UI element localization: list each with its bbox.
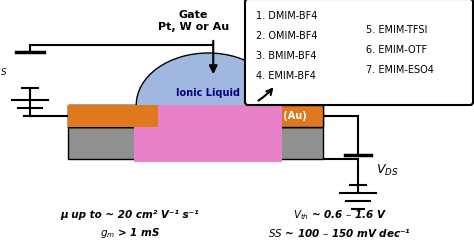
Text: P3HT: P3HT (218, 111, 250, 121)
Text: 6. EMIM-OTF: 6. EMIM-OTF (366, 45, 427, 55)
Text: 7. EMIM-ESO4: 7. EMIM-ESO4 (366, 65, 434, 75)
Text: 2. OMIM-BF4: 2. OMIM-BF4 (256, 31, 318, 41)
Bar (68, 105, 158, 127)
Text: $V_{GS}$: $V_{GS}$ (0, 62, 8, 77)
Ellipse shape (136, 53, 280, 157)
Text: $V_{th}$ ~ 0.6 – 1.6 V: $V_{th}$ ~ 0.6 – 1.6 V (293, 208, 387, 222)
Bar (68, 105, 323, 127)
Text: $V_{DS}$: $V_{DS}$ (376, 162, 399, 178)
Text: $g_m$ > 1 mS: $g_m$ > 1 mS (100, 226, 160, 240)
Text: Gate
Pt, W or Au: Gate Pt, W or Au (158, 10, 229, 32)
Bar (134, 105, 282, 162)
Bar (233, 105, 323, 127)
Bar (68, 105, 158, 127)
Text: 5. EMIM-TFSI: 5. EMIM-TFSI (366, 25, 428, 35)
Text: $SS$ ~ 100 – 150 mV dec⁻¹: $SS$ ~ 100 – 150 mV dec⁻¹ (268, 227, 411, 239)
Text: 4. EMIM-BF4: 4. EMIM-BF4 (256, 71, 316, 81)
Text: Source (Au): Source (Au) (81, 111, 146, 121)
Text: Si/SiO₂: Si/SiO₂ (176, 138, 215, 148)
FancyBboxPatch shape (245, 0, 473, 105)
Bar (68, 127, 323, 159)
Text: 1. DMIM-BF4: 1. DMIM-BF4 (256, 11, 318, 21)
Text: 3. BMIM-BF4: 3. BMIM-BF4 (256, 51, 317, 61)
Text: Drain (Au): Drain (Au) (250, 111, 306, 121)
Text: Ionic Liquid: Ionic Liquid (176, 88, 240, 98)
Text: μ up to ~ 20 cm² V⁻¹ s⁻¹: μ up to ~ 20 cm² V⁻¹ s⁻¹ (61, 210, 199, 220)
